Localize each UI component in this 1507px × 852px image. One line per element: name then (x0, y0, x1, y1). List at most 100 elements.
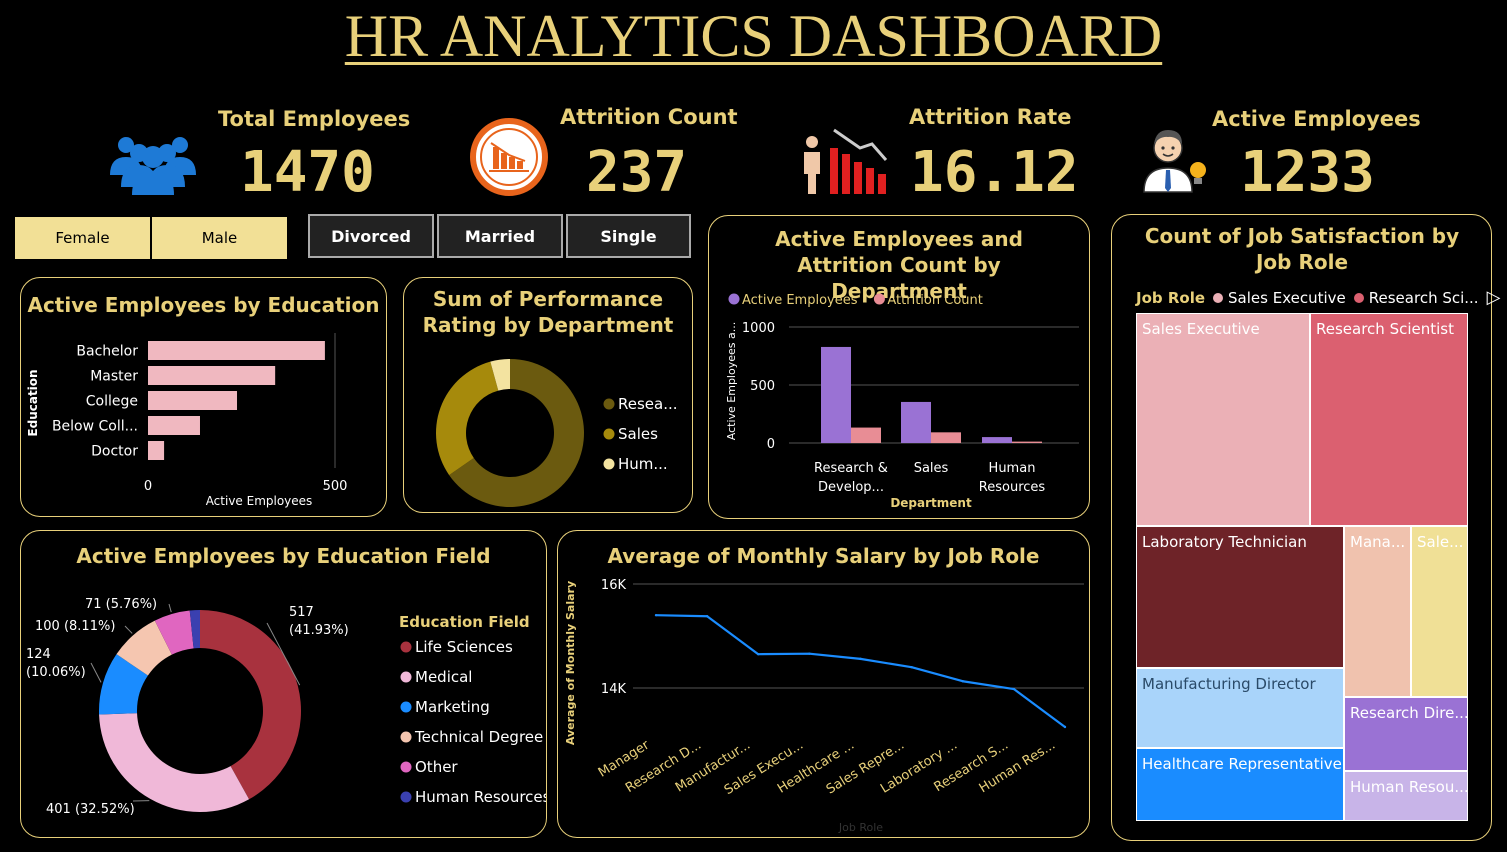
treemap-cell-research-dire[interactable]: Research Dire... (1344, 697, 1468, 771)
data-label: (10.06%) (26, 665, 86, 680)
attrition-rate-value: 16.12 (910, 140, 1079, 205)
treemap-cell-mana[interactable]: Mana... (1344, 526, 1411, 697)
attrition-count-label: Attrition Count (560, 105, 738, 129)
legend-label-marketing: Marketing (415, 698, 490, 716)
treemap-cell-research-scientist[interactable]: Research Scientist (1310, 313, 1468, 526)
slice-human-resources (189, 610, 200, 649)
y-tick-label: 1000 (742, 321, 775, 336)
y-tick-label: 500 (750, 379, 775, 394)
treemap-legend: Job Role Sales Executive Research Sci...… (1136, 287, 1500, 308)
x-tick-label: 500 (323, 479, 348, 494)
x-tick-label: Research & (814, 461, 888, 476)
dashboard-title: HR ANALYTICS DASHBOARD (344, 3, 1163, 69)
y-tick-label: Bachelor (76, 344, 138, 360)
bar-master (148, 366, 276, 385)
y-tick-label: Master (90, 369, 138, 385)
salary-point-manager (654, 614, 658, 617)
slicer-male[interactable]: Male (151, 216, 288, 260)
slicer-female[interactable]: Female (14, 216, 151, 260)
bar-active-employees-sales (901, 401, 931, 443)
legend-label-active-employees: Active Employees (742, 293, 858, 308)
education-panel: Active Employees by Education Bachelor Ma… (20, 277, 387, 517)
bar-attrition-count-sales (931, 432, 961, 443)
legend-dot-resea (603, 398, 615, 410)
salary-point-healthcare (859, 657, 862, 661)
slice-marketing (99, 654, 148, 715)
legend-label-attrition-count: Attrition Count (887, 293, 982, 308)
x-axis-title: Department (890, 496, 972, 510)
legend-dot-life-sciences (400, 641, 412, 653)
salary-point-research-s (1012, 687, 1016, 691)
legend-dot-active-employees (728, 293, 740, 305)
x-tick-label: 0 (144, 479, 152, 494)
treemap-cell-healthcare-representative[interactable]: Healthcare Representative (1136, 748, 1344, 821)
treemap-cell-sales-executive[interactable]: Sales Executive (1136, 313, 1310, 526)
treemap-cell-laboratory-technician[interactable]: Laboratory Technician (1136, 526, 1344, 668)
data-label: 517 (289, 605, 314, 620)
salary-panel: Average of Monthly Salary by Job Role 14… (557, 530, 1090, 838)
slicer-single[interactable]: Single (566, 214, 691, 258)
x-axis-title: Job Role (838, 821, 883, 834)
legend-dot-other (400, 761, 412, 773)
legend-dot-marketing (400, 701, 412, 713)
data-label: 71 (5.76%) (85, 597, 157, 612)
treemap-cell-sale[interactable]: Sale... (1411, 526, 1468, 697)
legend-next-arrow-icon[interactable]: ▷ (1486, 287, 1501, 308)
education-field-chart-title: Active Employees by Education Field (76, 544, 491, 568)
legend-label-hum: Hum... (618, 455, 668, 473)
slice-life-sciences (200, 610, 301, 800)
attrition-count-value: 237 (586, 140, 688, 205)
salary-point-sales-repre (910, 666, 913, 669)
salary-point-sales-execu (808, 652, 811, 655)
performance-donut-chart: Resea... Sales Hum... (436, 359, 678, 507)
bar-active-employees-research-develop (821, 346, 851, 443)
x-tick-label: Human (989, 461, 1036, 476)
job-satisfaction-panel: Count of Job Satisfaction by Job Role Jo… (1111, 214, 1500, 841)
legend-dot-attrition-count (873, 293, 885, 305)
data-label: 401 (32.52%) (46, 802, 135, 817)
treemap-cell-manufacturing-director[interactable]: Manufacturing Director (1136, 668, 1344, 748)
slicer-divorced[interactable]: Divorced (308, 214, 434, 258)
performance-panel: Sum of Performance Rating by Department … (403, 277, 693, 513)
y-tick-label: 16K (601, 578, 627, 593)
leader-line (90, 662, 102, 683)
leader-line (124, 625, 133, 634)
bar-attrition-count-human-resources (1012, 441, 1042, 443)
people-icon (110, 137, 196, 195)
y-tick-label: Doctor (91, 444, 138, 460)
education-bar-chart: Bachelor Master College Below Coll... Doctor… (26, 333, 348, 508)
leader-line (168, 603, 172, 613)
y-tick-label: College (86, 394, 138, 410)
salary-point-research-d (705, 615, 709, 618)
salary-chart-title: Average of Monthly Salary by Job Role (607, 544, 1040, 568)
job-satisfaction-chart-title: Count of Job Satisfaction by Job Role (1144, 224, 1460, 274)
y-axis-title: Active Employees a... (725, 322, 738, 440)
salary-point-manufactur (757, 653, 760, 656)
legend-dot-technical-degree (400, 731, 412, 743)
treemap-legend-title: Job Role (1136, 288, 1206, 307)
salary-point-laboratory (961, 680, 964, 683)
bar-bachelor (148, 341, 325, 360)
education-field-panel: Active Employees by Education Field 517 (… (20, 530, 547, 838)
job-satisfaction-treemap: Sales Executive Research Scientist Laborat… (1136, 313, 1468, 821)
slice-sales (436, 361, 499, 476)
treemap-cell-human-resou[interactable]: Human Resou... (1344, 771, 1468, 821)
active-employees-label: Active Employees (1212, 107, 1421, 131)
legend-dot-human-resources (400, 791, 412, 803)
legend-dot-sales (603, 428, 615, 440)
slice-other (154, 610, 194, 655)
legend-dot-hum (603, 458, 615, 470)
salary-point-human-res (1063, 725, 1067, 729)
bar-attrition-count-research-develop (851, 427, 881, 443)
legend-label-sales: Sales (618, 425, 658, 443)
legend-label-human-resources: Human Resources (415, 788, 546, 806)
slicer-married[interactable]: Married (437, 214, 563, 258)
legend-dot-medical (400, 671, 412, 683)
y-axis-title: Education (26, 369, 40, 436)
bar-below-coll (148, 416, 200, 435)
leader-line (266, 622, 301, 686)
legend-title: Education Field (399, 613, 530, 631)
legend-item-research-scientist: Research Sci... (1353, 289, 1479, 307)
active-employees-value: 1233 (1240, 140, 1375, 205)
